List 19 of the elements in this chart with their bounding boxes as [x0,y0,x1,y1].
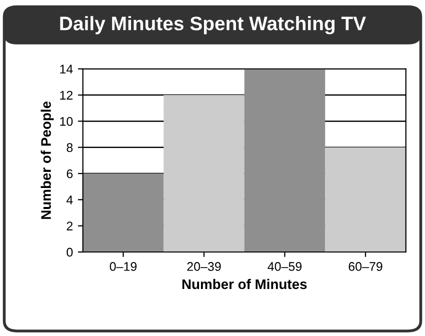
y-tick-label: 6 [66,169,73,178]
bar [325,147,406,252]
y-tick-label: 8 [66,143,73,152]
y-tick-label: 12 [60,90,73,100]
y-tick-label: 2 [66,222,73,230]
bar [244,68,326,252]
chart-title: Daily Minutes Spent Watching TV [60,16,366,34]
y-tick-label: 10 [60,117,73,126]
y-axis-title: Number of People [40,101,54,219]
y-tick-label: 4 [66,196,73,204]
y-tick-label: 0 [66,248,73,257]
x-tick-label: 60–79 [348,262,382,271]
x-axis-title: Number of Minutes [182,278,307,290]
y-tick-label: 14 [60,64,73,74]
x-tick-label: 0–19 [110,262,137,271]
x-tick-label: 20–39 [187,262,221,271]
x-tick-label: 40–59 [268,262,302,271]
bar [164,95,244,252]
bar [82,174,164,252]
